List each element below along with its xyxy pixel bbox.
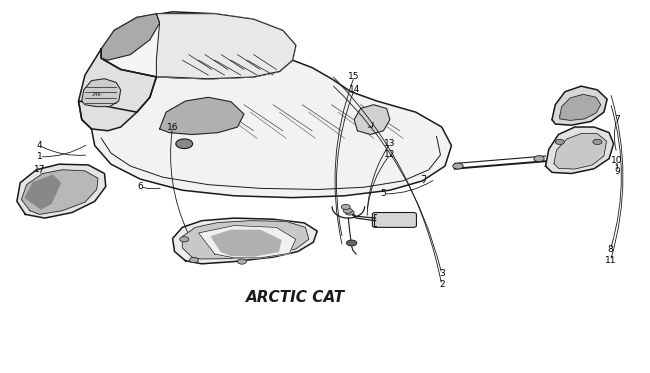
Text: 4: 4 <box>37 141 42 150</box>
Polygon shape <box>79 60 452 198</box>
Text: 16: 16 <box>167 123 178 132</box>
Polygon shape <box>21 170 98 214</box>
Polygon shape <box>157 14 296 79</box>
Circle shape <box>237 259 246 264</box>
Polygon shape <box>17 164 106 218</box>
Polygon shape <box>554 134 606 169</box>
Polygon shape <box>545 127 614 173</box>
Circle shape <box>453 163 463 169</box>
Text: 9: 9 <box>614 167 619 176</box>
Text: 10: 10 <box>611 156 623 165</box>
Text: 5: 5 <box>380 189 386 198</box>
Text: 2: 2 <box>439 280 445 289</box>
Circle shape <box>534 156 544 162</box>
Text: 12: 12 <box>384 150 396 159</box>
Text: 246-: 246- <box>91 92 102 97</box>
Circle shape <box>346 240 357 246</box>
Circle shape <box>341 204 350 210</box>
Text: 6: 6 <box>137 182 143 191</box>
Polygon shape <box>211 231 281 256</box>
Text: 13: 13 <box>384 139 396 148</box>
Polygon shape <box>82 79 121 107</box>
Text: 3: 3 <box>439 269 445 278</box>
Polygon shape <box>198 226 296 258</box>
Text: 11: 11 <box>604 256 616 265</box>
Circle shape <box>343 208 352 213</box>
Polygon shape <box>182 221 309 259</box>
Polygon shape <box>160 97 244 135</box>
Text: 8: 8 <box>608 245 613 254</box>
FancyBboxPatch shape <box>372 213 417 228</box>
Text: ARCTIC CAT: ARCTIC CAT <box>246 291 345 305</box>
Polygon shape <box>354 105 390 135</box>
Circle shape <box>179 236 188 242</box>
Polygon shape <box>25 175 60 209</box>
Polygon shape <box>552 86 607 125</box>
Text: 14: 14 <box>348 85 360 94</box>
Polygon shape <box>101 12 296 79</box>
Circle shape <box>555 139 564 144</box>
Circle shape <box>345 210 354 215</box>
Text: 15: 15 <box>348 72 360 81</box>
Text: 17: 17 <box>34 165 46 174</box>
Circle shape <box>176 139 192 148</box>
Polygon shape <box>101 14 160 60</box>
Circle shape <box>189 257 198 263</box>
Polygon shape <box>560 94 601 120</box>
Polygon shape <box>79 49 157 131</box>
Polygon shape <box>173 218 317 264</box>
Circle shape <box>593 139 602 144</box>
Text: 7: 7 <box>614 115 619 124</box>
Text: 1: 1 <box>37 152 42 161</box>
